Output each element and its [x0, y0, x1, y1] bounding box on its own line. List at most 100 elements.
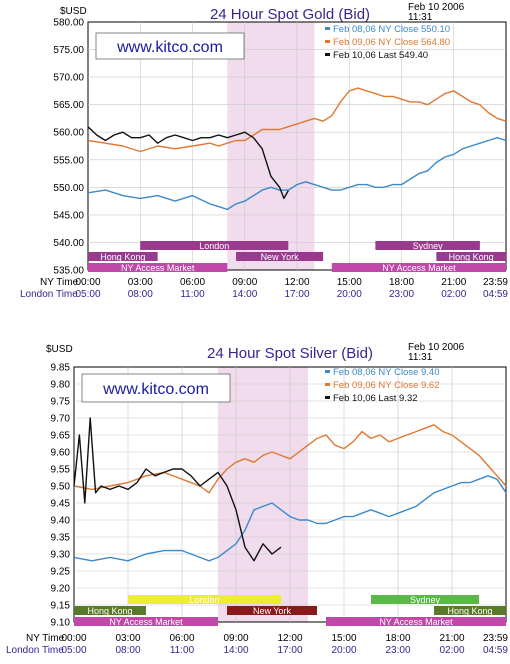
y-tick-label: 9.80	[51, 380, 71, 391]
market-bar	[434, 606, 506, 615]
gold-chart: $USD 24 Hour Spot Gold (Bid) Feb 10 200611…	[20, 2, 508, 300]
y-tick-label: 9.30	[51, 550, 71, 561]
logo-box	[81, 373, 231, 403]
legend-swatch	[325, 396, 330, 399]
x-tick-london: 05:00	[75, 289, 100, 300]
y-tick-label: 9.40	[51, 516, 71, 527]
legend-entry: Feb 10,06 Last 9.32	[333, 393, 418, 404]
y-tick-label: 535.00	[53, 266, 84, 277]
market-bar	[236, 252, 324, 261]
y-tick-label: 9.85	[51, 363, 71, 374]
y-tick-label: 9.70	[51, 414, 71, 425]
market-label: NY Access Market	[382, 263, 456, 273]
market-label: Hong Kong	[447, 606, 492, 616]
y-tick-label: 9.15	[51, 601, 71, 612]
x-tick-london: 05:00	[61, 645, 86, 656]
x-tick-ny: 03:00	[115, 633, 140, 644]
x-tick-london: 11:00	[180, 289, 205, 300]
market-label: Hong Kong	[87, 606, 132, 616]
legend-entry: Feb 08,06 NY Close 550.10	[333, 24, 450, 35]
x-tick-ny: 23:59	[483, 277, 508, 288]
series-line	[73, 424, 507, 494]
legend-entry: Feb 09,06 NY Close 564.80	[333, 37, 450, 48]
y-tick-label: 560.00	[53, 128, 84, 139]
legend-swatch	[325, 27, 330, 30]
ny-time-label: NY Time	[40, 277, 79, 288]
x-tick-ny: 09:00	[232, 277, 257, 288]
market-bar	[331, 263, 506, 272]
y-tick-label: 575.00	[53, 45, 84, 56]
y-tick-label: 9.10	[51, 618, 71, 629]
y-tick-label: 545.00	[53, 210, 84, 221]
logo-box	[95, 32, 245, 60]
legend-swatch	[325, 53, 330, 56]
time-label: 11:31	[408, 352, 433, 363]
market-bar	[227, 606, 317, 615]
legend-entry: Feb 09,06 NY Close 9.62	[333, 380, 440, 391]
x-tick-ny: 06:00	[169, 633, 194, 644]
silver-chart: $USD 24 Hour Spot Silver (Bid) Feb 10 2006…	[6, 342, 508, 656]
x-tick-ny: 12:00	[277, 633, 302, 644]
x-tick-ny: 00:00	[61, 633, 86, 644]
y-tick-label: 9.55	[51, 465, 71, 476]
x-tick-london: 04:59	[483, 289, 508, 300]
x-tick-ny: 00:00	[75, 277, 100, 288]
london-time-label: London Time	[6, 645, 64, 656]
x-tick-london: 02:00	[439, 645, 464, 656]
x-tick-ny: 18:00	[385, 633, 410, 644]
x-tick-ny: 12:00	[284, 277, 309, 288]
x-tick-ny: 23:59	[483, 633, 508, 644]
x-tick-london: 20:00	[331, 645, 356, 656]
y-tick-label: 9.50	[51, 482, 71, 493]
x-tick-london: 11:00	[170, 645, 195, 656]
logo-text: www.kitco.com	[102, 381, 209, 398]
market-label: NY Access Market	[379, 617, 453, 627]
y-tick-label: 9.25	[51, 567, 71, 578]
y-tick-label: 9.20	[51, 584, 71, 595]
x-tick-london: 17:00	[284, 289, 309, 300]
x-tick-london: 23:00	[385, 645, 410, 656]
market-label: Sydney	[413, 241, 444, 251]
date-label: Feb 10 2006	[408, 2, 465, 13]
y-tick-label: 9.35	[51, 533, 71, 544]
london-time-label: London Time	[20, 289, 78, 300]
legend-swatch	[325, 40, 330, 43]
ny-time-label: NY Time	[26, 633, 65, 644]
y-tick-label: 9.75	[51, 397, 71, 408]
series-line	[87, 87, 507, 153]
market-bar	[88, 263, 228, 272]
x-tick-ny: 21:00	[439, 633, 464, 644]
legend-swatch	[325, 370, 330, 373]
series-line	[87, 136, 507, 211]
x-tick-london: 23:00	[389, 289, 414, 300]
x-tick-ny: 09:00	[223, 633, 248, 644]
market-bar	[140, 241, 289, 250]
session-shade	[218, 367, 308, 622]
market-label: London	[189, 595, 219, 605]
x-tick-london: 14:00	[232, 289, 257, 300]
legend-entry: Feb 10,06 Last 549.40	[333, 50, 428, 61]
y-tick-label: 555.00	[53, 155, 84, 166]
x-tick-ny: 03:00	[128, 277, 153, 288]
x-tick-london: 08:00	[115, 645, 140, 656]
unit-label: $USD	[46, 344, 73, 355]
x-tick-ny: 06:00	[180, 277, 205, 288]
chart-title: 24 Hour Spot Gold (Bid)	[210, 6, 370, 23]
market-label: London	[199, 241, 229, 251]
market-label: New York	[253, 606, 292, 616]
y-tick-label: 580.00	[53, 18, 84, 29]
x-tick-ny: 15:00	[337, 277, 362, 288]
time-label: 11:31	[408, 12, 433, 23]
market-bar	[326, 617, 506, 626]
x-tick-ny: 15:00	[331, 633, 356, 644]
market-bar	[128, 595, 281, 604]
market-label: Hong Kong	[449, 252, 494, 262]
legend-entry: Feb 08,06 NY Close 9.40	[333, 367, 440, 378]
market-label: Sydney	[410, 595, 441, 605]
x-tick-ny: 21:00	[441, 277, 466, 288]
market-label: Hong Kong	[100, 252, 145, 262]
market-bar	[88, 252, 158, 261]
market-label: NY Access Market	[109, 617, 183, 627]
market-bar	[74, 617, 218, 626]
